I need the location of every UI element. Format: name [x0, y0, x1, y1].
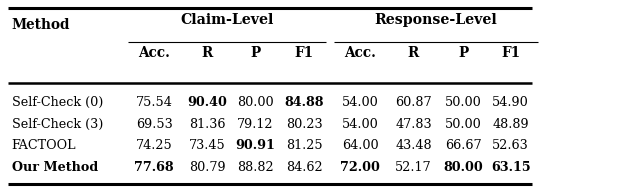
- Text: 54.90: 54.90: [492, 96, 529, 109]
- Text: 69.53: 69.53: [136, 118, 173, 131]
- Text: 50.00: 50.00: [445, 118, 482, 131]
- Text: P: P: [458, 46, 468, 60]
- Text: Our Method: Our Method: [12, 161, 98, 174]
- Text: 63.15: 63.15: [491, 161, 531, 174]
- Text: R: R: [202, 46, 213, 60]
- Text: 84.62: 84.62: [286, 161, 323, 174]
- Text: 52.17: 52.17: [395, 161, 432, 174]
- Text: 72.00: 72.00: [340, 161, 380, 174]
- Text: 66.67: 66.67: [445, 139, 482, 152]
- Text: 88.82: 88.82: [237, 161, 274, 174]
- Text: 80.00: 80.00: [237, 96, 274, 109]
- Text: 64.00: 64.00: [342, 139, 379, 152]
- Text: Method: Method: [12, 18, 70, 32]
- Text: 54.00: 54.00: [342, 96, 379, 109]
- Text: Self-Check (3): Self-Check (3): [12, 118, 103, 131]
- Text: 75.54: 75.54: [136, 96, 173, 109]
- Text: P: P: [250, 46, 260, 60]
- Text: 79.12: 79.12: [237, 118, 274, 131]
- Text: Self-Check (0): Self-Check (0): [12, 96, 103, 109]
- Text: 43.48: 43.48: [395, 139, 432, 152]
- Text: 77.68: 77.68: [134, 161, 174, 174]
- Text: 80.00: 80.00: [444, 161, 483, 174]
- Text: 81.36: 81.36: [189, 118, 226, 131]
- Text: 84.88: 84.88: [285, 96, 324, 109]
- Text: Acc.: Acc.: [344, 46, 376, 60]
- Text: FACTOOL: FACTOOL: [12, 139, 76, 152]
- Text: R: R: [408, 46, 419, 60]
- Text: 54.00: 54.00: [342, 118, 379, 131]
- Text: 73.45: 73.45: [189, 139, 226, 152]
- Text: Claim-Level: Claim-Level: [180, 13, 274, 27]
- Text: 80.23: 80.23: [286, 118, 323, 131]
- Text: 81.25: 81.25: [286, 139, 323, 152]
- Text: 80.79: 80.79: [189, 161, 226, 174]
- Text: 74.25: 74.25: [136, 139, 173, 152]
- Text: Acc.: Acc.: [138, 46, 170, 60]
- Text: 47.83: 47.83: [395, 118, 432, 131]
- Text: 60.87: 60.87: [395, 96, 432, 109]
- Text: 50.00: 50.00: [445, 96, 482, 109]
- Text: 90.40: 90.40: [188, 96, 227, 109]
- Text: F1: F1: [501, 46, 520, 60]
- Text: 52.63: 52.63: [492, 139, 529, 152]
- Text: 48.89: 48.89: [492, 118, 529, 131]
- Text: F1: F1: [295, 46, 314, 60]
- Text: 90.91: 90.91: [236, 139, 275, 152]
- Text: Response-Level: Response-Level: [374, 13, 497, 27]
